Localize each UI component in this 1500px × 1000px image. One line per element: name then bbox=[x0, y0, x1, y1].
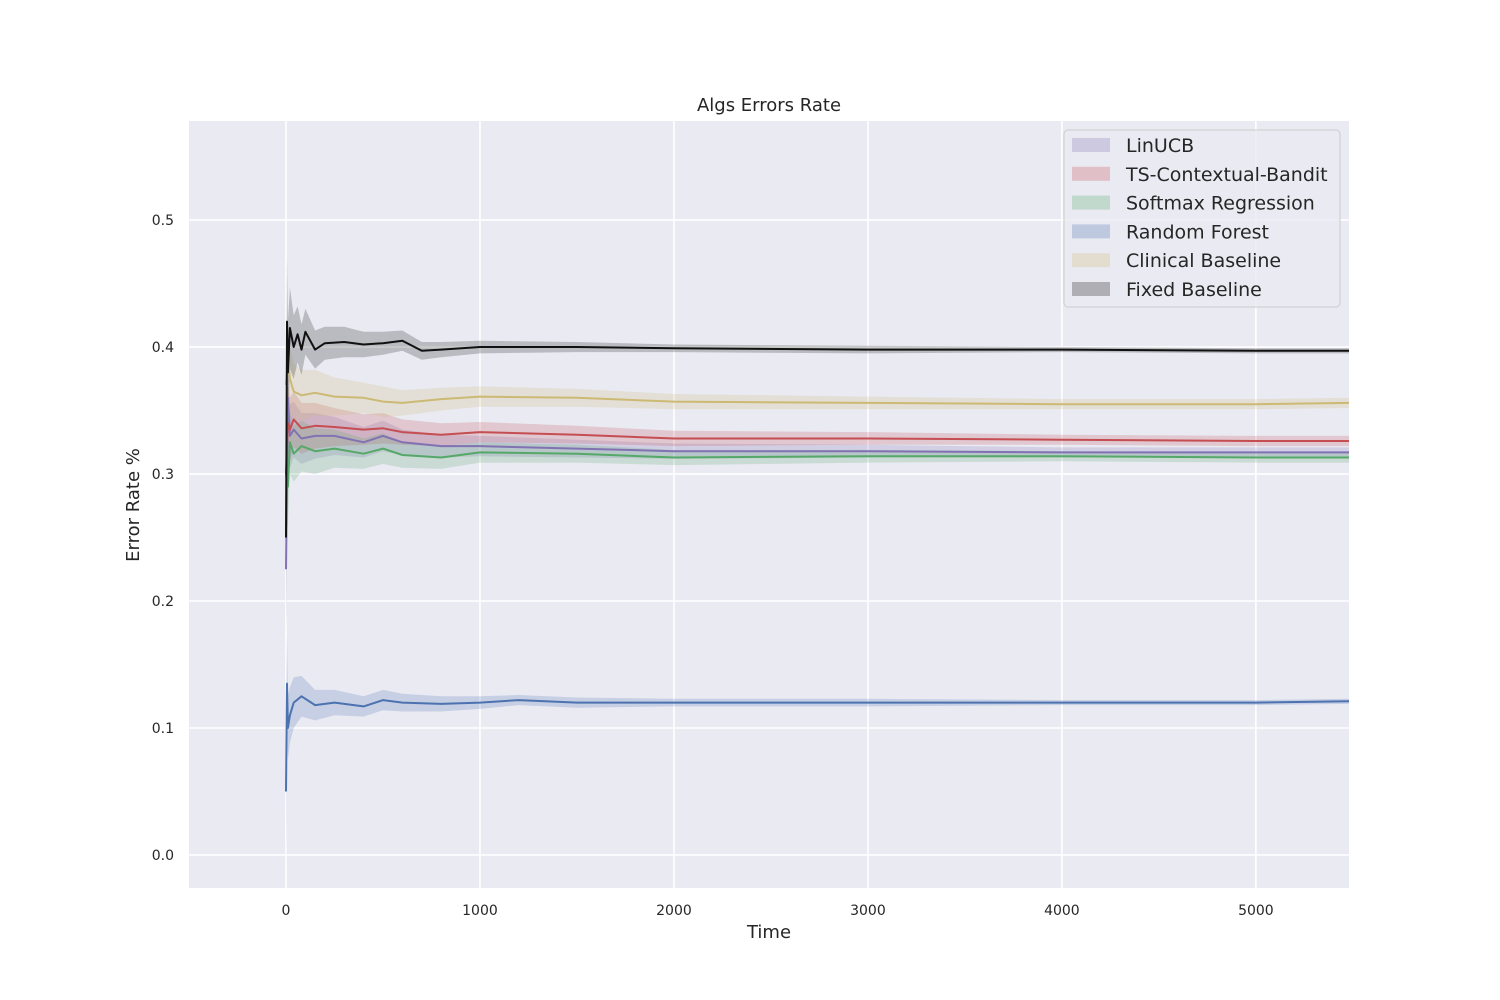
grid bbox=[189, 121, 1349, 888]
ts-contextual-bandit-legend-swatch bbox=[1072, 166, 1110, 181]
x-tick-label: 4000 bbox=[1044, 903, 1080, 919]
random-forest-legend-swatch bbox=[1072, 224, 1110, 239]
x-tick-label: 3000 bbox=[850, 903, 886, 919]
y-tick-label: 0.3 bbox=[152, 467, 174, 483]
softmax-regression-line bbox=[285, 441, 1349, 488]
chart-title: Algs Errors Rate bbox=[697, 95, 841, 116]
y-tick-label: 0.5 bbox=[152, 213, 174, 229]
clinical-baseline-line bbox=[285, 358, 1350, 406]
legend-box bbox=[1063, 129, 1341, 308]
ts-contextual-bandit-legend-label: TS-Contextual-Bandit bbox=[1125, 164, 1328, 186]
x-axis-label: Time bbox=[746, 922, 791, 943]
fixed-baseline-legend-swatch bbox=[1072, 282, 1110, 296]
y-tick-labels: 0.0 0.1 0.2 0.3 0.4 0.5 bbox=[152, 213, 174, 864]
clinical-baseline-legend-label: Clinical Baseline bbox=[1126, 250, 1281, 272]
x-tick-label: 2000 bbox=[656, 903, 692, 919]
y-tick-label: 0.0 bbox=[152, 848, 174, 864]
linucb-legend-label: LinUCB bbox=[1126, 135, 1194, 157]
fixed-baseline-line bbox=[285, 320, 1349, 538]
x-tick-label: 5000 bbox=[1238, 903, 1274, 919]
x-tick-labels: 0 1000 2000 3000 4000 5000 bbox=[282, 903, 1274, 919]
x-tick-label: 1000 bbox=[462, 903, 498, 919]
clinical-baseline-legend-swatch bbox=[1072, 253, 1110, 268]
y-tick-label: 0.1 bbox=[152, 721, 174, 737]
softmax-regression-legend-swatch bbox=[1072, 195, 1110, 210]
linucb-line bbox=[285, 396, 1349, 570]
fixed-baseline-legend-label: Fixed Baseline bbox=[1126, 279, 1262, 301]
y-axis-label: Error Rate % bbox=[123, 448, 144, 562]
random-forest-line bbox=[285, 682, 1350, 792]
softmax-regression-legend-label: Softmax Regression bbox=[1126, 193, 1315, 215]
legend: LinUCB TS-Contextual-Bandit Softmax Regres… bbox=[1063, 129, 1341, 308]
x-tick-label: 0 bbox=[282, 903, 291, 919]
series-lines bbox=[285, 320, 1350, 792]
ts-contextual-bandit-line bbox=[285, 418, 1349, 475]
random-forest-legend-label: Random Forest bbox=[1126, 221, 1269, 243]
linucb-legend-swatch bbox=[1072, 138, 1110, 152]
y-tick-label: 0.2 bbox=[152, 594, 174, 610]
y-tick-label: 0.4 bbox=[152, 340, 174, 356]
